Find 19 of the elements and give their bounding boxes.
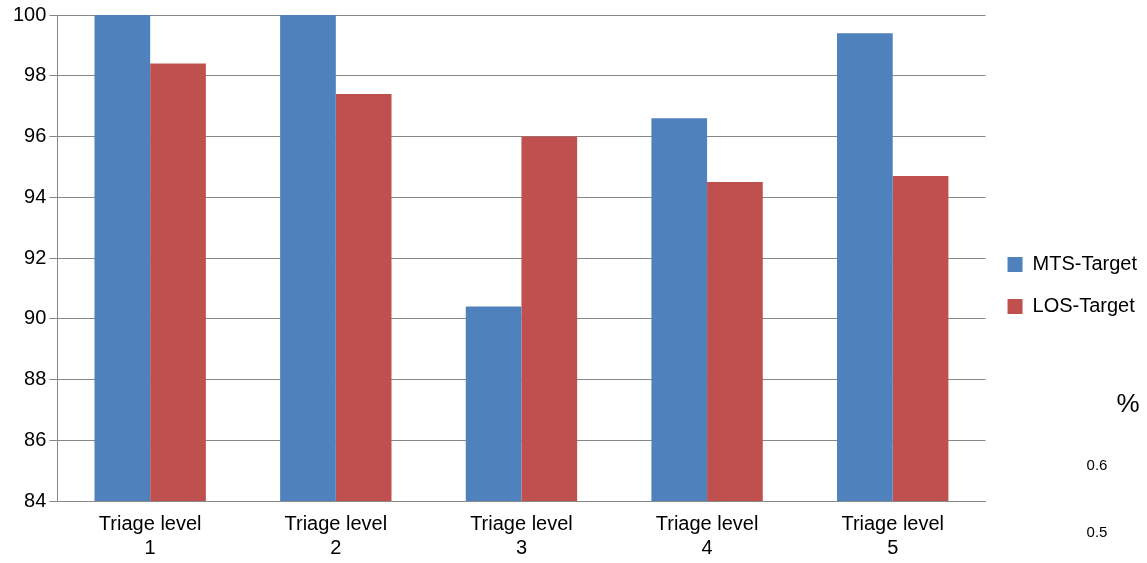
x-tick-label: Triage level 1 [98,511,202,558]
y-tick-label: 86 [24,427,47,450]
y-tick-label: 84 [24,488,47,511]
y-tick-label: 92 [24,245,47,268]
y-tick-label: 90 [24,306,47,329]
y-tick-label: 94 [24,184,47,207]
text: % [1116,388,1140,419]
y-tick-label: 100 [12,2,47,25]
legend-label: MTS-Target [1032,252,1138,275]
x-tick-label: Triage level 3 [470,511,573,558]
y-tick-label: 88 [24,367,47,390]
y-tick-label: 96 [24,124,47,147]
y-tick-label: 98 [24,63,47,86]
text: 0.6 [1086,456,1108,474]
text: 0.5 [1086,523,1108,541]
x-tick-label: Triage level 5 [841,511,945,558]
x-tick-label: Triage level 2 [284,511,388,558]
legend-label: LOS-Target [1032,294,1136,317]
x-tick-label: Triage level 4 [655,511,759,558]
